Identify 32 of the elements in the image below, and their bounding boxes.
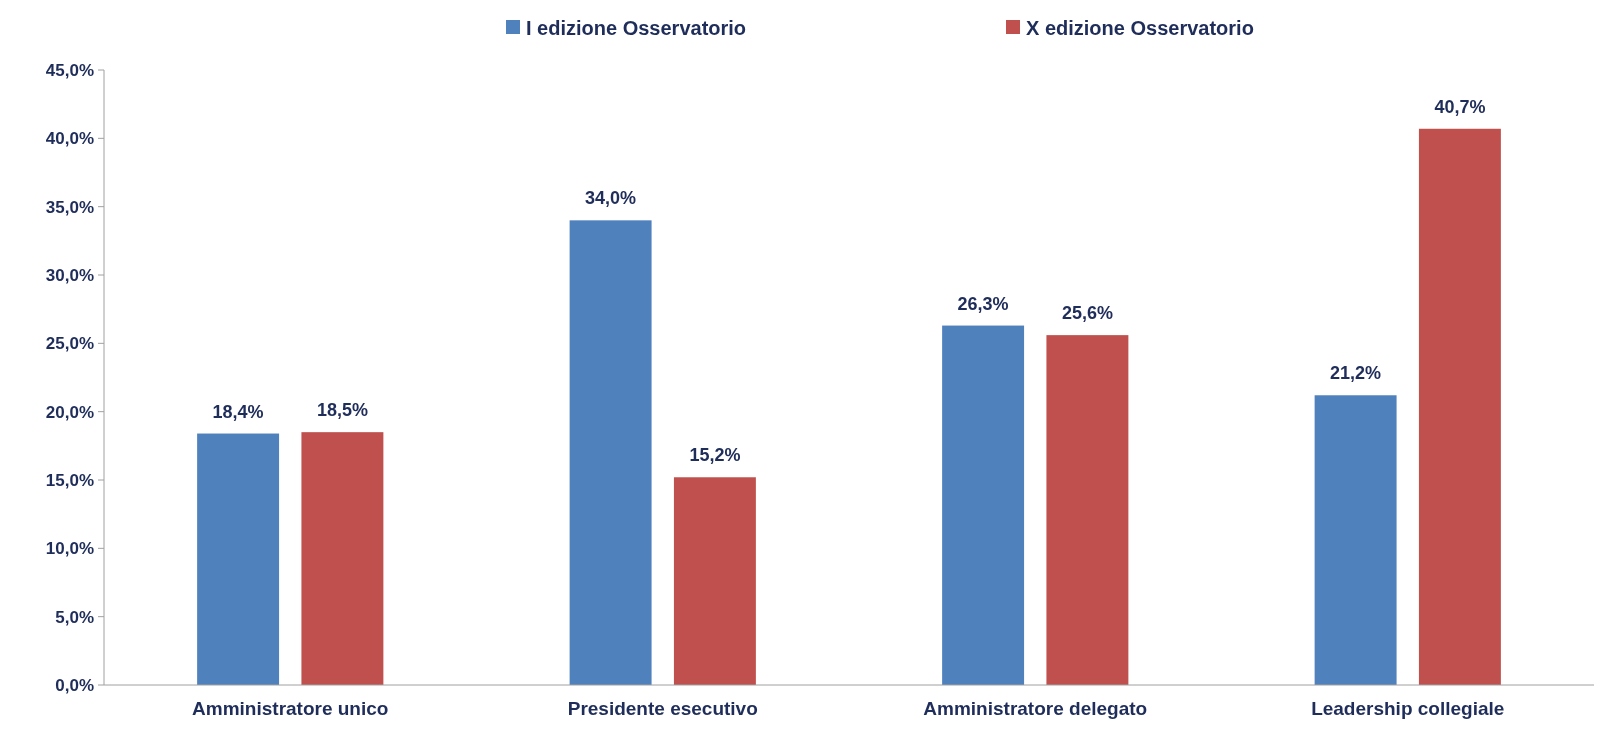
x-tick-label: Amministratore delegato [923, 698, 1148, 719]
bar [197, 433, 280, 685]
data-label: 34,0% [585, 188, 637, 209]
bar [673, 477, 756, 685]
y-tick-label: 5,0% [55, 607, 94, 627]
y-tick-label: 20,0% [45, 402, 94, 422]
y-tick-label: 10,0% [45, 539, 94, 559]
y-tick-label: 25,0% [45, 334, 94, 354]
x-tick-label: Leadership collegiale [1311, 698, 1505, 719]
bar [301, 432, 384, 685]
bar [1314, 395, 1397, 685]
bar [1046, 335, 1129, 685]
data-label: 18,4% [212, 401, 264, 422]
legend-label: X edizione Osservatorio [1026, 17, 1254, 39]
y-tick-label: 30,0% [45, 265, 94, 285]
data-label: 26,3% [957, 293, 1009, 314]
data-label: 40,7% [1434, 96, 1486, 117]
y-tick-label: 35,0% [45, 197, 94, 217]
x-tick-label: Presidente esecutivo [567, 698, 758, 719]
data-label: 21,2% [1330, 363, 1382, 384]
bar [942, 325, 1025, 685]
bar [1418, 128, 1501, 685]
legend-label: I edizione Osservatorio [526, 17, 747, 39]
data-label: 18,5% [316, 400, 368, 421]
y-tick-label: 40,0% [45, 129, 94, 149]
x-tick-label: Amministratore unico [192, 698, 389, 719]
y-tick-label: 0,0% [55, 675, 94, 695]
data-label: 25,6% [1061, 303, 1113, 324]
data-label: 15,2% [689, 445, 741, 466]
bar [569, 220, 652, 685]
y-tick-label: 15,0% [45, 470, 94, 490]
y-tick-label: 45,0% [45, 60, 94, 80]
